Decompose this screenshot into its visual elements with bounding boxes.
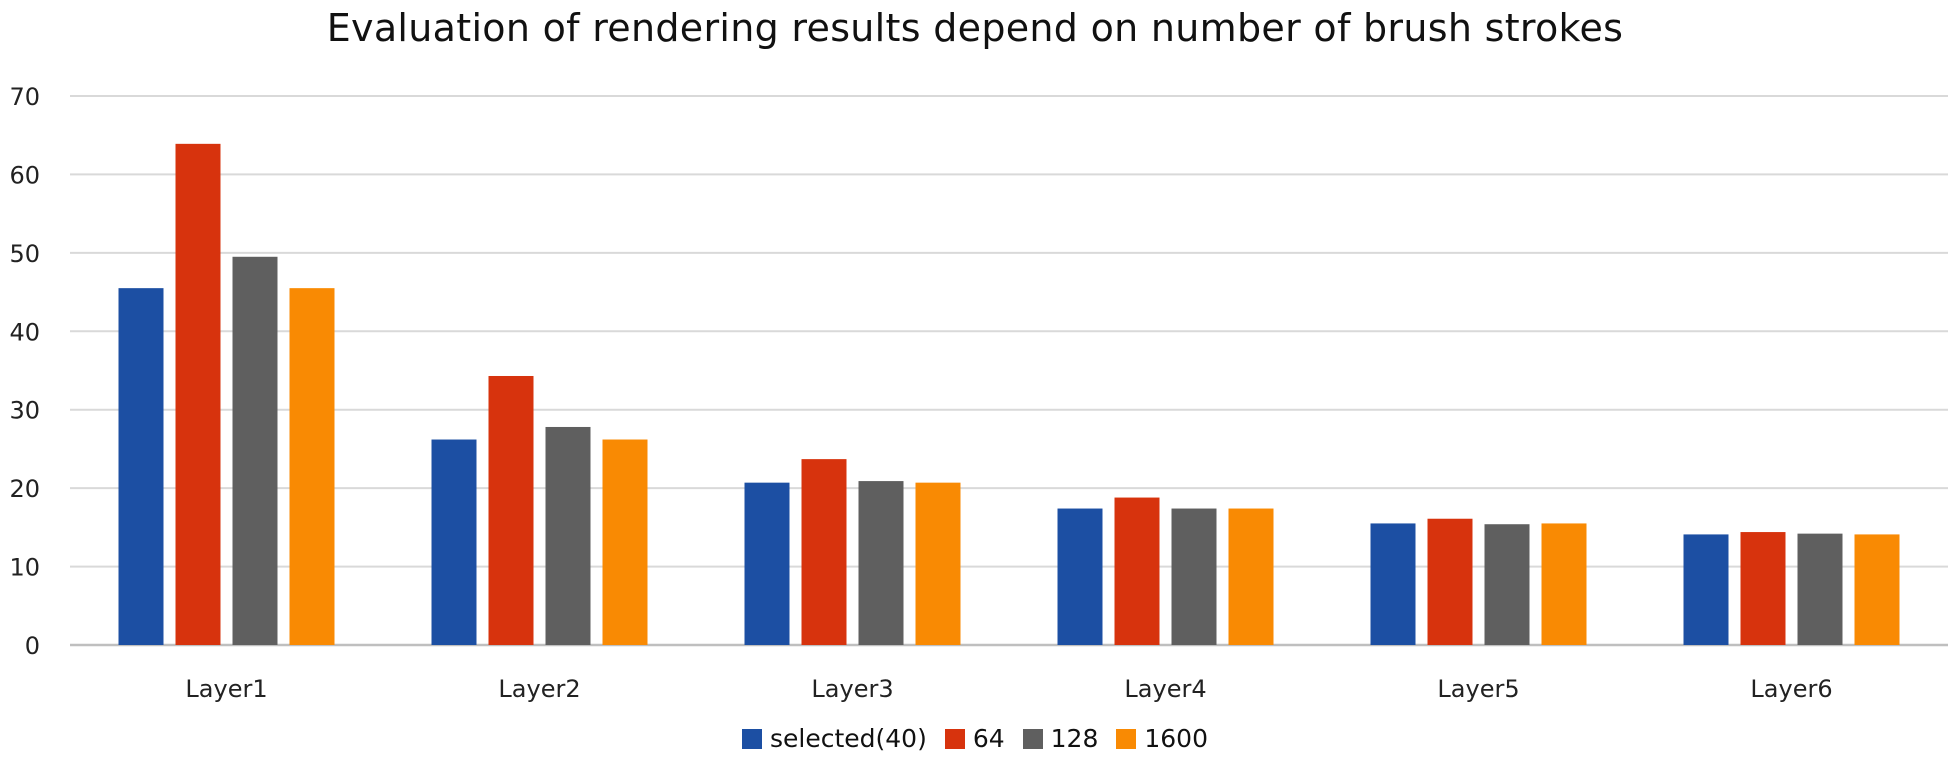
x-tick-label: Layer2: [498, 675, 580, 703]
bar: [232, 256, 278, 645]
bar: [1057, 508, 1103, 645]
bar: [118, 288, 164, 645]
legend-label: 64: [972, 724, 1005, 753]
bar: [488, 375, 534, 645]
bar: [915, 482, 961, 645]
legend-label: 128: [1050, 724, 1099, 753]
legend-item: 1600: [1116, 724, 1208, 753]
legend-swatch: [944, 728, 965, 749]
y-tick-label: 20: [9, 475, 40, 503]
y-tick-label: 70: [9, 83, 40, 111]
bar: [545, 426, 591, 645]
bar: [1797, 533, 1843, 645]
bar: [1740, 532, 1786, 645]
bar: [744, 482, 790, 645]
bar: [1683, 534, 1729, 645]
x-axis-category-labels: Layer1 Layer2 Layer3 Layer4 Layer5 Layer6: [185, 675, 1832, 703]
y-tick-label: 40: [9, 318, 40, 346]
bar: [1541, 523, 1587, 645]
y-tick-label: 60: [9, 161, 40, 189]
x-tick-label: Layer5: [1437, 675, 1519, 703]
y-tick-label: 10: [9, 554, 40, 582]
y-tick-label: 0: [25, 632, 40, 660]
chart-title: Evaluation of rendering results depend o…: [326, 6, 1624, 50]
legend: selected(40) 64 128 1600: [0, 724, 1950, 753]
bar: [858, 481, 904, 645]
y-tick-label: 30: [9, 397, 40, 425]
gridlines: [70, 95, 1948, 647]
bar: [1427, 518, 1473, 645]
legend-swatch: [1022, 728, 1043, 749]
y-axis-tick-labels: 0 10 20 30 40 50 60 70: [9, 83, 40, 660]
bar: [431, 439, 477, 645]
bar: [175, 143, 221, 645]
bar: [1370, 523, 1416, 645]
bars: [118, 143, 1900, 645]
legend-item: selected(40): [741, 724, 927, 753]
y-tick-label: 50: [9, 240, 40, 268]
bar: [1484, 524, 1530, 645]
legend-label: 1600: [1144, 724, 1208, 753]
legend-label: selected(40): [769, 724, 927, 753]
legend-swatch: [741, 728, 762, 749]
bar: [289, 288, 335, 645]
legend-item: 128: [1022, 724, 1099, 753]
x-tick-label: Layer1: [185, 675, 267, 703]
x-tick-label: Layer3: [811, 675, 893, 703]
bar: [1228, 508, 1274, 645]
bar: [1854, 534, 1900, 645]
x-tick-label: Layer4: [1124, 675, 1206, 703]
bar: [801, 459, 847, 645]
bar: [1114, 497, 1160, 645]
bar: [1171, 508, 1217, 645]
x-tick-label: Layer6: [1750, 675, 1832, 703]
legend-swatch: [1116, 728, 1137, 749]
bar: [602, 439, 648, 645]
legend-item: 64: [944, 724, 1005, 753]
